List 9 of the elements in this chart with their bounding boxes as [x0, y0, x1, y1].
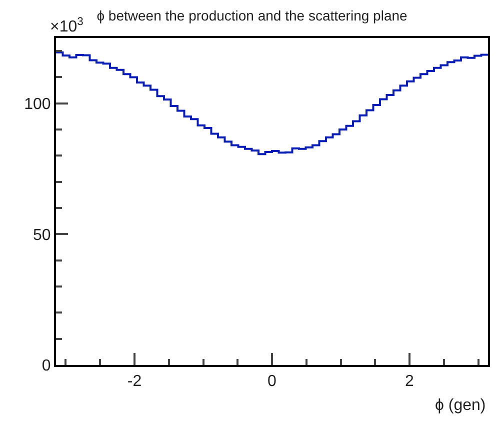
chart-title: ϕ between the production and the scattering plane	[96, 7, 408, 24]
text: ×10$^{3}$	[50, 16, 84, 36]
y-tick-label: 0	[42, 358, 51, 375]
x-tick-label: 0	[268, 373, 277, 390]
x-tick-label: -2	[127, 373, 142, 390]
y-tick-label: 100	[24, 96, 51, 113]
x-axis-title: ϕ (gen)	[435, 397, 486, 414]
x-tick-label: 2	[405, 373, 414, 390]
y-tick-label: 50	[33, 226, 51, 244]
